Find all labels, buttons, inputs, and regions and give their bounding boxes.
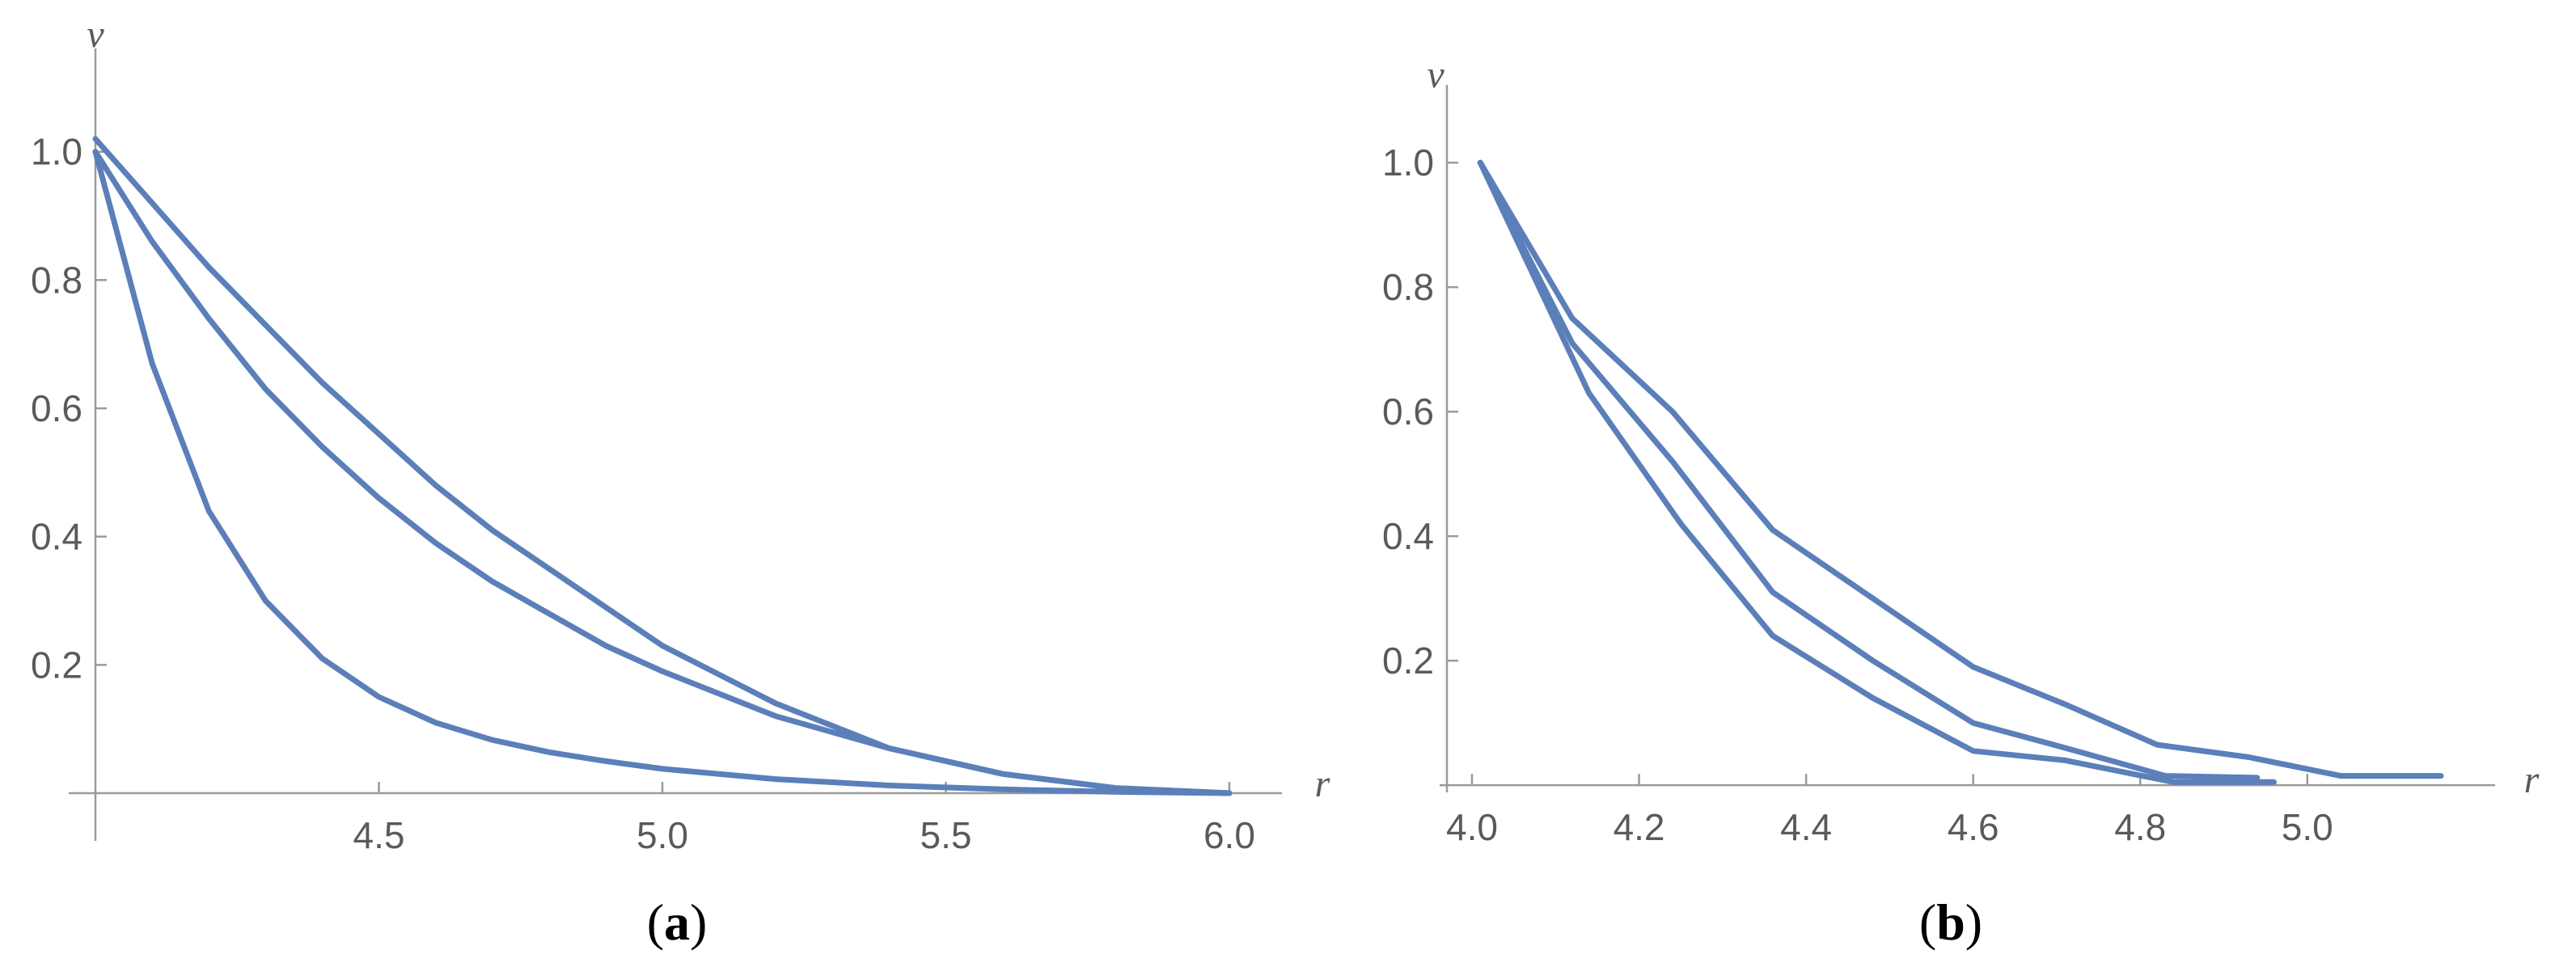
y-tick-label: 0.2 <box>1382 640 1434 682</box>
y-tick-label: 0.4 <box>1382 515 1434 557</box>
x-tick-label: 5.5 <box>920 814 971 856</box>
x-tick-label: 4.2 <box>1614 806 1665 848</box>
y-tick-label: 0.6 <box>1382 391 1434 433</box>
x-axis-label: r <box>2524 758 2540 801</box>
x-tick-label: 4.0 <box>1446 806 1498 848</box>
series-line-2 <box>1477 159 2261 781</box>
x-tick-label: 6.0 <box>1203 814 1255 856</box>
y-axis-label: v <box>87 13 104 56</box>
y-tick-label: 0.2 <box>31 644 82 686</box>
y-tick-label: 1.0 <box>31 131 82 173</box>
y-tick-label: 0.6 <box>31 387 82 429</box>
x-axis-label: r <box>1315 762 1330 805</box>
x-tick-label: 4.5 <box>353 814 405 856</box>
series-line-3 <box>1477 159 2444 779</box>
panel-a-chart: 4.5 5.0 5.5 6.0 0.2 0.4 0.6 0.8 1.0 r v (a) <box>31 13 1330 951</box>
series-line-1 <box>92 149 1233 796</box>
panel-label: (a) <box>647 893 708 951</box>
panel-label: (b) <box>1919 893 1982 951</box>
y-tick-label: 0.8 <box>1382 266 1434 308</box>
panel-b-chart: 4.0 4.2 4.4 4.6 4.8 5.0 0.2 0.4 0.6 0.8 1.0 r v (b) <box>1382 53 2540 951</box>
y-tick-label: 1.0 <box>1382 141 1434 184</box>
series-line-3 <box>92 136 1233 796</box>
x-tick-label: 5.0 <box>637 814 688 856</box>
x-tick-label: 4.8 <box>2114 806 2166 848</box>
y-tick-label: 0.8 <box>31 259 82 301</box>
x-tick-label: 5.0 <box>2282 806 2333 848</box>
series-line-2 <box>92 149 1233 796</box>
series-line-1 <box>1477 159 2277 785</box>
y-axis-label: v <box>1427 53 1445 96</box>
x-tick-label: 4.6 <box>1948 806 1999 848</box>
y-tick-label: 0.4 <box>31 516 82 558</box>
x-tick-label: 4.4 <box>1780 806 1832 848</box>
